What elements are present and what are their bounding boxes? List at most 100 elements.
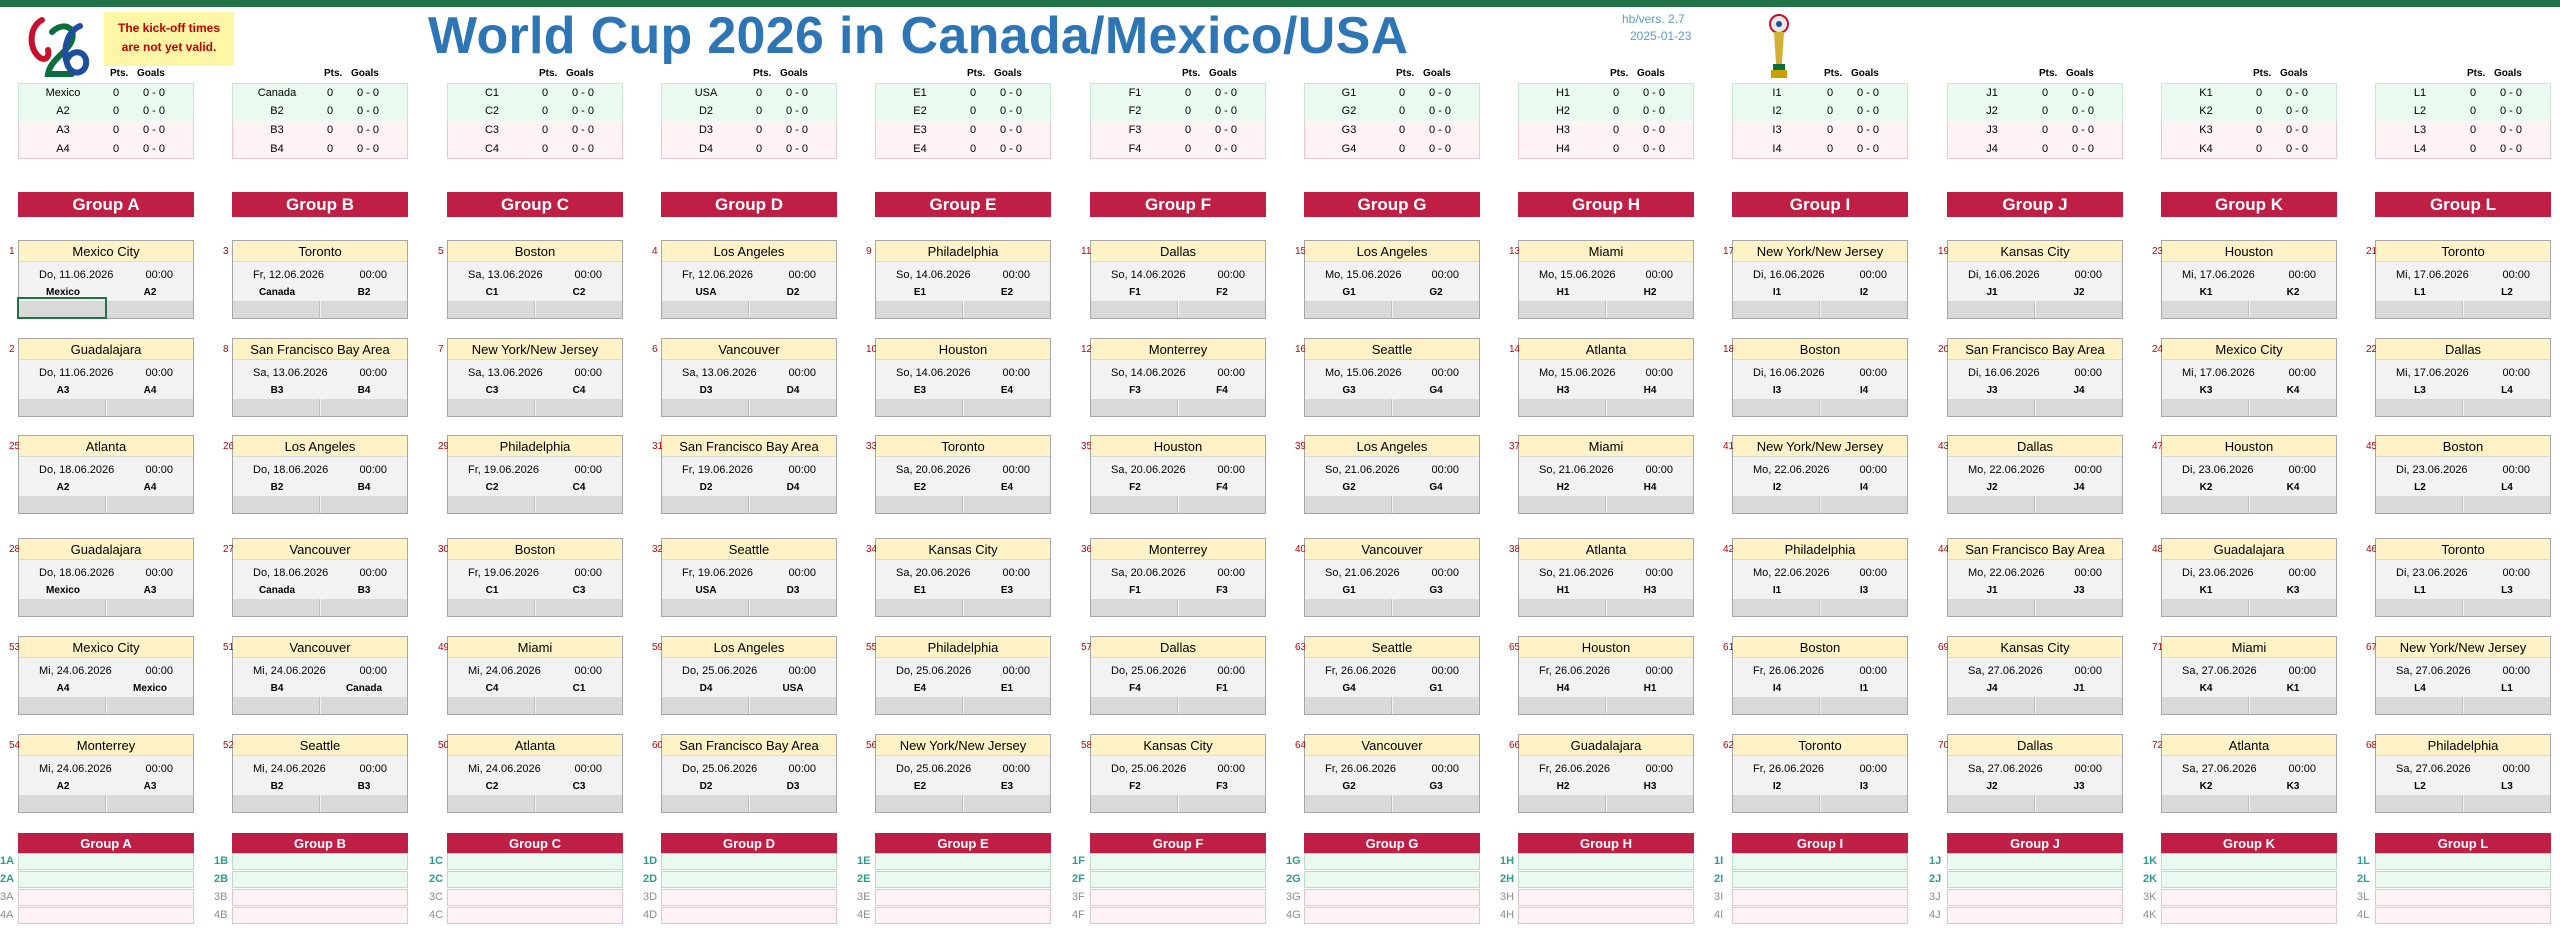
away-score-input[interactable] [750, 496, 836, 513]
home-score-input[interactable] [448, 599, 535, 616]
standings-row[interactable]: D2 0 0 - 0 [661, 102, 837, 121]
match-card[interactable]: 69 Kansas City Sa, 27.06.2026 00:00 J4 J1 [1938, 636, 2123, 715]
match-card[interactable]: 45 Boston Di, 23.06.2026 00:00 L2 L4 [2366, 435, 2551, 514]
match-card[interactable]: 18 Boston Di, 16.06.2026 00:00 I3 I4 [1723, 338, 1908, 417]
standings-row[interactable]: A4 0 0 - 0 [18, 140, 194, 159]
match-card[interactable]: 32 Seattle Fr, 19.06.2026 00:00 USA D3 [652, 538, 837, 617]
away-score-input[interactable] [1821, 795, 1907, 812]
away-score-input[interactable] [107, 301, 193, 318]
standings-row[interactable]: J4 0 0 - 0 [1947, 140, 2123, 159]
away-score-input[interactable] [536, 301, 622, 318]
match-card[interactable]: 65 Houston Fr, 26.06.2026 00:00 H4 H1 [1509, 636, 1694, 715]
match-card[interactable]: 9 Philadelphia So, 14.06.2026 00:00 E1 E2 [866, 240, 1051, 319]
home-score-input[interactable] [662, 795, 749, 812]
home-score-input[interactable] [1519, 496, 1606, 513]
home-score-input[interactable] [1091, 399, 1178, 416]
away-score-input[interactable] [1393, 399, 1479, 416]
match-card[interactable]: 70 Dallas Sa, 27.06.2026 00:00 J2 J3 [1938, 734, 2123, 813]
standings-row[interactable]: A3 0 0 - 0 [18, 121, 194, 140]
match-card[interactable]: 35 Houston Sa, 20.06.2026 00:00 F2 F4 [1081, 435, 1266, 514]
away-score-input[interactable] [1607, 599, 1693, 616]
away-score-input[interactable] [750, 399, 836, 416]
home-score-input[interactable] [2162, 301, 2249, 318]
away-score-input[interactable] [2036, 599, 2122, 616]
standings-row[interactable]: D3 0 0 - 0 [661, 121, 837, 140]
home-score-input[interactable] [662, 599, 749, 616]
away-score-input[interactable] [1179, 599, 1265, 616]
match-card[interactable]: 13 Miami Mo, 15.06.2026 00:00 H1 H2 [1509, 240, 1694, 319]
standings-row[interactable]: L1 0 0 - 0 [2375, 83, 2551, 102]
final-standings-row[interactable] [447, 889, 623, 906]
match-card[interactable]: 66 Guadalajara Fr, 26.06.2026 00:00 H2 H3 [1509, 734, 1694, 813]
standings-row[interactable]: F4 0 0 - 0 [1090, 140, 1266, 159]
away-score-input[interactable] [2036, 795, 2122, 812]
away-score-input[interactable] [1393, 301, 1479, 318]
home-score-input[interactable] [233, 301, 320, 318]
final-standings-row[interactable] [1732, 907, 1908, 924]
final-standings-row[interactable] [875, 853, 1051, 870]
home-score-input[interactable] [1305, 301, 1392, 318]
match-card[interactable]: 24 Mexico City Mi, 17.06.2026 00:00 K3 K4 [2152, 338, 2337, 417]
final-standings-row[interactable] [18, 907, 194, 924]
away-score-input[interactable] [1607, 795, 1693, 812]
standings-row[interactable]: K3 0 0 - 0 [2161, 121, 2337, 140]
home-score-input[interactable] [448, 399, 535, 416]
away-score-input[interactable] [2250, 496, 2336, 513]
home-score-input[interactable] [1733, 301, 1820, 318]
final-standings-row[interactable] [1304, 853, 1480, 870]
match-card[interactable]: 26 Los Angeles Do, 18.06.2026 00:00 B2 B4 [223, 435, 408, 514]
away-score-input[interactable] [1179, 496, 1265, 513]
match-card[interactable]: 8 San Francisco Bay Area Sa, 13.06.2026 00:… [223, 338, 408, 417]
home-score-input[interactable] [1519, 399, 1606, 416]
standings-row[interactable]: E4 0 0 - 0 [875, 140, 1051, 159]
match-card[interactable]: 68 Philadelphia Sa, 27.06.2026 00:00 L2 L3 [2366, 734, 2551, 813]
home-score-input[interactable] [19, 697, 106, 714]
final-standings-row[interactable] [1090, 853, 1266, 870]
final-standings-row[interactable] [1518, 853, 1694, 870]
home-score-input[interactable] [2376, 399, 2463, 416]
standings-row[interactable]: A2 0 0 - 0 [18, 102, 194, 121]
home-score-input[interactable] [2376, 301, 2463, 318]
match-card[interactable]: 51 Vancouver Mi, 24.06.2026 00:00 B4 Canada [223, 636, 408, 715]
match-card[interactable]: 62 Toronto Fr, 26.06.2026 00:00 I2 I3 [1723, 734, 1908, 813]
match-card[interactable]: 39 Los Angeles So, 21.06.2026 00:00 G2 G4 [1295, 435, 1480, 514]
match-card[interactable]: 12 Monterrey So, 14.06.2026 00:00 F3 F4 [1081, 338, 1266, 417]
match-card[interactable]: 58 Kansas City Do, 25.06.2026 00:00 F2 F3 [1081, 734, 1266, 813]
standings-row[interactable]: C1 0 0 - 0 [447, 83, 623, 102]
away-score-input[interactable] [1821, 399, 1907, 416]
match-card[interactable]: 27 Vancouver Do, 18.06.2026 00:00 Canada B3 [223, 538, 408, 617]
away-score-input[interactable] [964, 301, 1050, 318]
home-score-input[interactable] [1733, 697, 1820, 714]
final-standings-row[interactable] [232, 853, 408, 870]
standings-row[interactable]: L2 0 0 - 0 [2375, 102, 2551, 121]
match-card[interactable]: 3 Toronto Fr, 12.06.2026 00:00 Canada B2 [223, 240, 408, 319]
match-card[interactable]: 34 Kansas City Sa, 20.06.2026 00:00 E1 E3 [866, 538, 1051, 617]
final-standings-row[interactable] [1090, 871, 1266, 888]
home-score-input[interactable] [1733, 795, 1820, 812]
match-card[interactable]: 28 Guadalajara Do, 18.06.2026 00:00 Mexico A3 [9, 538, 194, 617]
match-card[interactable]: 54 Monterrey Mi, 24.06.2026 00:00 A2 A3 [9, 734, 194, 813]
final-standings-row[interactable] [2375, 907, 2551, 924]
home-score-input[interactable] [876, 496, 963, 513]
match-card[interactable]: 4 Los Angeles Fr, 12.06.2026 00:00 USA D2 [652, 240, 837, 319]
home-score-input[interactable] [2162, 599, 2249, 616]
match-card[interactable]: 44 San Francisco Bay Area Mo, 22.06.2026 00… [1938, 538, 2123, 617]
away-score-input[interactable] [2464, 301, 2550, 318]
match-card[interactable]: 19 Kansas City Di, 16.06.2026 00:00 J1 J2 [1938, 240, 2123, 319]
home-score-input[interactable] [448, 697, 535, 714]
standings-row[interactable]: H2 0 0 - 0 [1518, 102, 1694, 121]
home-score-input[interactable] [2376, 697, 2463, 714]
away-score-input[interactable] [107, 599, 193, 616]
final-standings-row[interactable] [661, 907, 837, 924]
away-score-input[interactable] [536, 697, 622, 714]
home-score-input[interactable] [1091, 697, 1178, 714]
home-score-input[interactable] [1305, 399, 1392, 416]
standings-row[interactable]: I4 0 0 - 0 [1732, 140, 1908, 159]
match-card[interactable]: 48 Guadalajara Di, 23.06.2026 00:00 K1 K3 [2152, 538, 2337, 617]
home-score-input[interactable] [19, 496, 106, 513]
home-score-input[interactable] [1948, 399, 2035, 416]
home-score-input[interactable] [233, 496, 320, 513]
final-standings-row[interactable] [2375, 853, 2551, 870]
away-score-input[interactable] [2250, 697, 2336, 714]
home-score-input[interactable] [19, 599, 106, 616]
